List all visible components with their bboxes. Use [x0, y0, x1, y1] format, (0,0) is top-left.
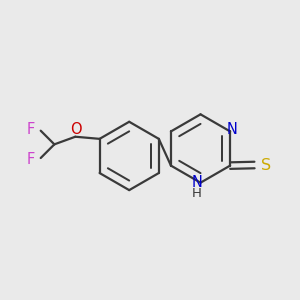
Text: N: N	[226, 122, 237, 137]
Text: F: F	[27, 122, 35, 137]
Text: F: F	[27, 152, 35, 167]
Text: S: S	[261, 158, 271, 172]
Text: H: H	[192, 188, 202, 200]
Text: N: N	[191, 175, 203, 190]
Text: O: O	[70, 122, 82, 137]
